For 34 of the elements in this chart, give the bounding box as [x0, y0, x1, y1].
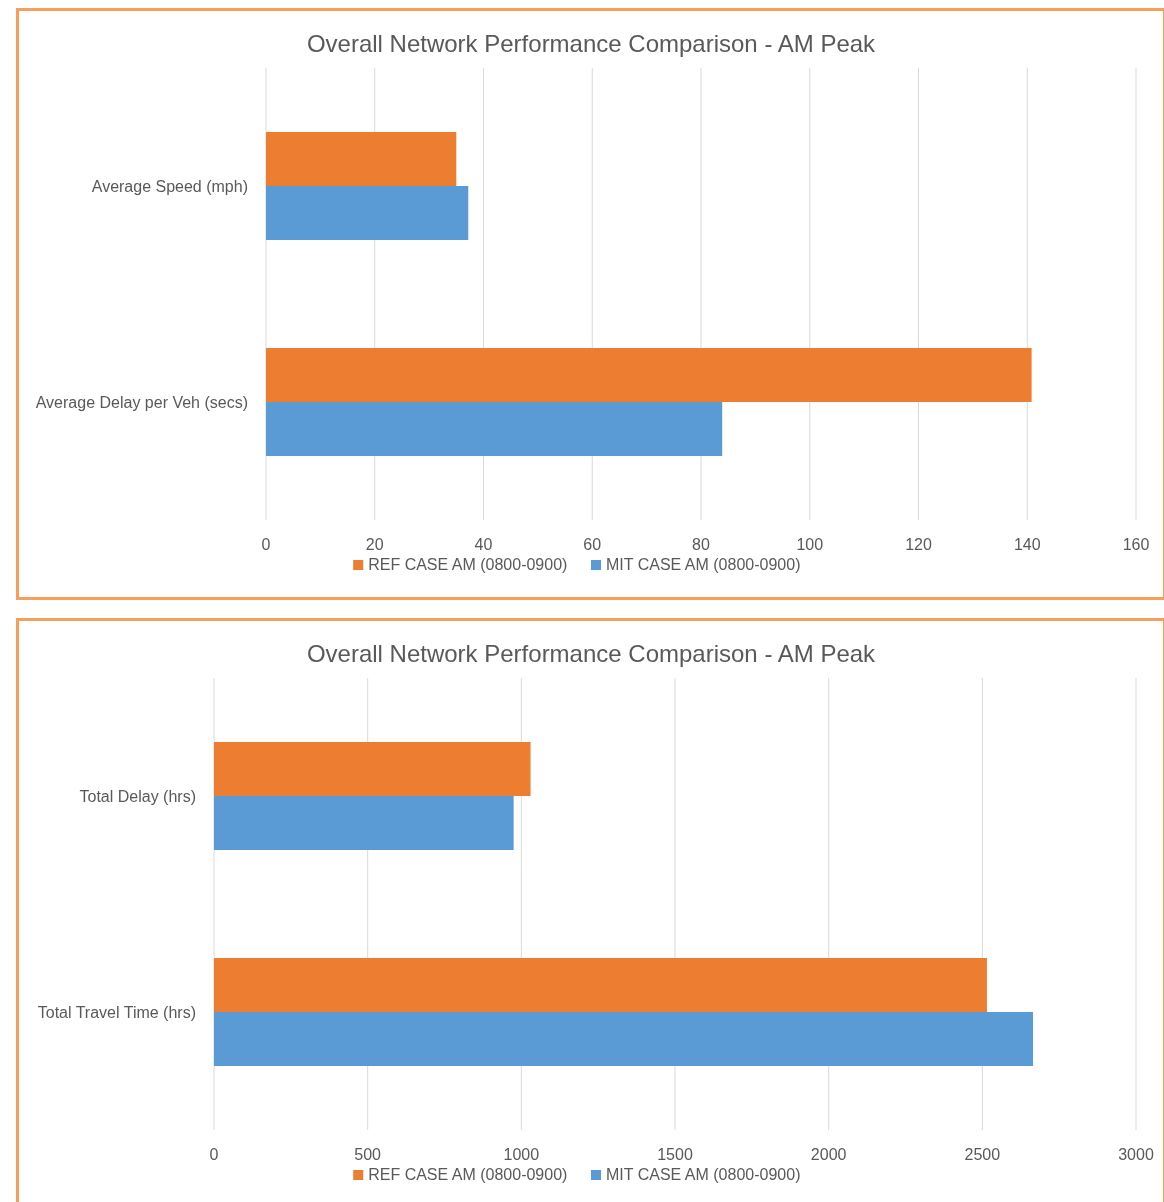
- x-tick-label: 100: [796, 536, 824, 553]
- legend-label: MIT CASE AM (0800-0900): [606, 556, 801, 573]
- x-tick-label: 2500: [964, 1146, 1001, 1163]
- bar: [266, 402, 723, 456]
- legend-label: REF CASE AM (0800-0900): [368, 556, 568, 573]
- x-tick-label: 80: [692, 536, 710, 553]
- legend-label: MIT CASE AM (0800-0900): [606, 1166, 801, 1183]
- x-tick-label: 0: [209, 1146, 219, 1163]
- y-tick-label: Average Delay per Veh (secs): [35, 394, 248, 411]
- x-tick-label: 160: [1122, 536, 1150, 553]
- bar: [266, 348, 1032, 402]
- x-tick-label: 140: [1013, 536, 1041, 553]
- x-tick-label: 3000: [1118, 1146, 1154, 1163]
- x-tick-label: 1000: [503, 1146, 540, 1163]
- x-tick-label: 500: [354, 1146, 382, 1163]
- x-tick-label: 0: [261, 536, 271, 553]
- legend-label: REF CASE AM (0800-0900): [368, 1166, 568, 1183]
- x-tick-label: 20: [365, 536, 384, 553]
- y-tick-label: Total Delay (hrs): [79, 788, 196, 805]
- bar: [266, 132, 457, 186]
- x-tick-label: 60: [583, 536, 602, 553]
- x-tick-label: 1500: [657, 1146, 693, 1163]
- bar: [214, 796, 514, 850]
- x-tick-label: 40: [474, 536, 493, 553]
- chart-title: Overall Network Performance Comparison - AM Peak: [306, 30, 877, 57]
- bar: [214, 958, 987, 1012]
- x-tick-label: 2000: [810, 1146, 847, 1163]
- x-tick-label: 120: [905, 536, 932, 553]
- bar: [214, 1012, 1034, 1066]
- bar: [266, 186, 469, 240]
- y-tick-label: Average Speed (mph): [91, 178, 248, 195]
- y-tick-label: Total Travel Time (hrs): [37, 1004, 196, 1021]
- bar: [214, 742, 531, 796]
- chart-title: Overall Network Performance Comparison - AM Peak: [306, 640, 877, 667]
